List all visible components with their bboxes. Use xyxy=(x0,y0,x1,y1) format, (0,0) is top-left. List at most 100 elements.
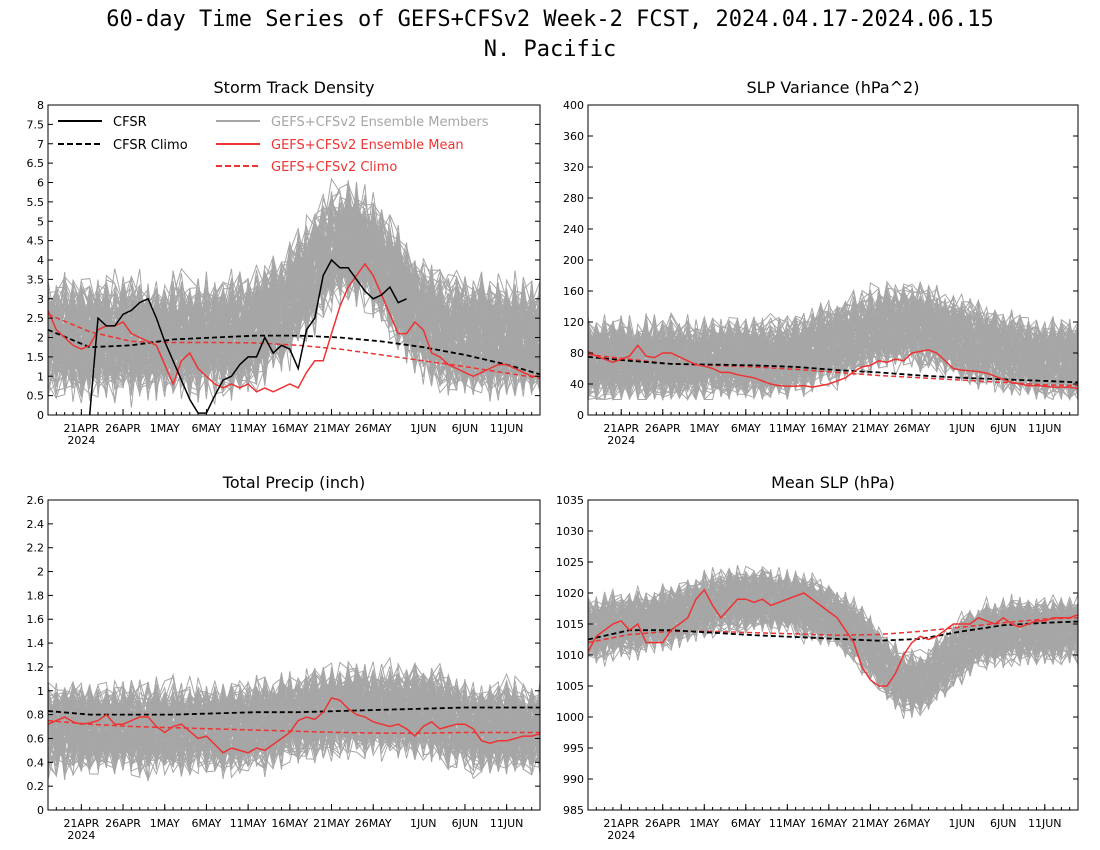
series-cfsr-climo xyxy=(48,706,540,716)
member-line xyxy=(588,570,1078,718)
series-mean xyxy=(588,588,1078,687)
y-tick-label: 3.5 xyxy=(27,273,45,286)
x-tick-label: 16MAY xyxy=(810,422,847,435)
x-tick-label: 16MAY xyxy=(271,422,308,435)
x-tick-label: 11MAY xyxy=(230,817,267,830)
x-tick-label: 11MAY xyxy=(769,422,806,435)
member-line xyxy=(588,579,1078,701)
ensemble-members xyxy=(48,656,540,782)
series-lines xyxy=(588,344,1078,390)
member-line xyxy=(588,572,1078,708)
member-line xyxy=(588,291,1078,395)
y-tick-label: 1010 xyxy=(556,649,584,662)
ensemble-members xyxy=(48,177,540,408)
member-line xyxy=(48,683,540,782)
y-tick-label: 1.4 xyxy=(27,637,45,650)
y-tick-label: 2.2 xyxy=(27,542,45,555)
x-tick-label: 1MAY xyxy=(150,817,180,830)
x-tick-label: 11MAY xyxy=(769,817,806,830)
ensemble-members xyxy=(588,564,1078,719)
y-tick-label: 1.5 xyxy=(27,351,45,364)
y-tick-label: 1035 xyxy=(556,494,584,507)
x-tick-label: 6JUN xyxy=(452,422,479,435)
x-tick-label: 1JUN xyxy=(948,422,975,435)
series-gefs-climo xyxy=(48,719,540,734)
series-mean xyxy=(588,344,1078,390)
y-tick-label: 360 xyxy=(563,130,584,143)
panel-4: Mean SLP (hPa) 985 990 995 1000 1005 1010 1015 1… xyxy=(556,473,1079,842)
member-line xyxy=(48,671,540,763)
panel-title: Storm Track Density xyxy=(214,78,375,97)
y-tick-label: 0 xyxy=(37,804,44,817)
x-tick-label: 21APR xyxy=(63,817,99,830)
y-tick-label: 160 xyxy=(563,285,584,298)
panel-2: SLP Variance (hPa^2) 0 40 80 120 160 200 240 280… xyxy=(563,78,1079,447)
x-tick-label: 21MAY xyxy=(313,817,350,830)
x-tick-label: 6JUN xyxy=(990,817,1017,830)
x-tick-label: 21APR xyxy=(603,817,639,830)
series-mean xyxy=(48,262,540,393)
x-tick-label: 6MAY xyxy=(731,817,761,830)
x-tick-label: 1MAY xyxy=(689,817,719,830)
y-tick-label: 1005 xyxy=(556,680,584,693)
member-line xyxy=(48,198,540,387)
series-lines xyxy=(48,697,540,754)
y-tick-label: 4 xyxy=(37,254,44,267)
x-tick-label: 26APR xyxy=(105,422,141,435)
y-tick-label: 80 xyxy=(570,347,584,360)
member-line xyxy=(48,216,540,373)
x-tick-label: 1JUN xyxy=(948,817,975,830)
x-tick-label: 6JUN xyxy=(452,817,479,830)
y-tick-label: 985 xyxy=(563,804,584,817)
x-tick-label: 26APR xyxy=(645,817,681,830)
x-tick-label: 11MAY xyxy=(230,422,267,435)
x-tick-label: 6JUN xyxy=(990,422,1017,435)
panel-title: Total Precip (inch) xyxy=(222,473,365,492)
x-tick-label: 11JUN xyxy=(1028,422,1062,435)
legend-label-members: GEFS+CFSv2 Ensemble Members xyxy=(271,115,489,130)
y-tick-label: 2.6 xyxy=(27,494,45,507)
series-lines xyxy=(48,258,540,415)
x-tick-label: 21MAY xyxy=(852,422,889,435)
y-tick-label: 0 xyxy=(577,409,584,422)
legend-label-mean: GEFS+CFSv2 Ensemble Mean xyxy=(271,138,464,153)
y-tick-label: 320 xyxy=(563,161,584,174)
member-line xyxy=(588,575,1078,705)
y-tick-label: 1 xyxy=(37,685,44,698)
x-tick-label: 26MAY xyxy=(355,817,392,830)
y-tick-label: 1025 xyxy=(556,556,584,569)
y-tick-label: 1030 xyxy=(556,525,584,538)
y-tick-label: 240 xyxy=(563,223,584,236)
member-line xyxy=(48,666,540,761)
x-tick-label: 26APR xyxy=(105,817,141,830)
x-tick-label: 6MAY xyxy=(191,817,221,830)
x-tick-label: 21APR xyxy=(63,422,99,435)
x-tick-label: 11JUN xyxy=(490,817,524,830)
panel-title: Mean SLP (hPa) xyxy=(771,473,895,492)
y-tick-label: 0.2 xyxy=(27,780,45,793)
x-tick-label: 16MAY xyxy=(271,817,308,830)
panels: Storm Track Density 0 0.5 1 1.5 2 2.5 3 3.5 4 4.5 5… xyxy=(27,78,1079,842)
y-tick-label: 0 xyxy=(37,409,44,422)
x-tick-label: 26MAY xyxy=(355,422,392,435)
y-tick-label: 1.8 xyxy=(27,589,45,602)
y-tick-label: 7.5 xyxy=(27,118,45,131)
year-label: 2024 xyxy=(67,829,95,842)
x-tick-label: 21MAY xyxy=(852,817,889,830)
y-tick-label: 7 xyxy=(37,138,44,151)
member-line xyxy=(48,184,540,389)
y-tick-label: 6.5 xyxy=(27,157,45,170)
y-tick-label: 4.5 xyxy=(27,235,45,248)
panel-1: Storm Track Density 0 0.5 1 1.5 2 2.5 3 3.5 4 4.5 5… xyxy=(27,78,541,447)
member-line xyxy=(48,206,540,388)
y-tick-label: 280 xyxy=(563,192,584,205)
x-tick-label: 1JUN xyxy=(410,817,437,830)
member-line xyxy=(588,285,1078,389)
ensemble-members xyxy=(588,280,1078,402)
x-tick-label: 1MAY xyxy=(150,422,180,435)
y-tick-label: 8 xyxy=(37,99,44,112)
x-tick-label: 26APR xyxy=(645,422,681,435)
y-tick-label: 2 xyxy=(37,332,44,345)
y-tick-label: 6 xyxy=(37,177,44,190)
member-line xyxy=(588,574,1078,708)
